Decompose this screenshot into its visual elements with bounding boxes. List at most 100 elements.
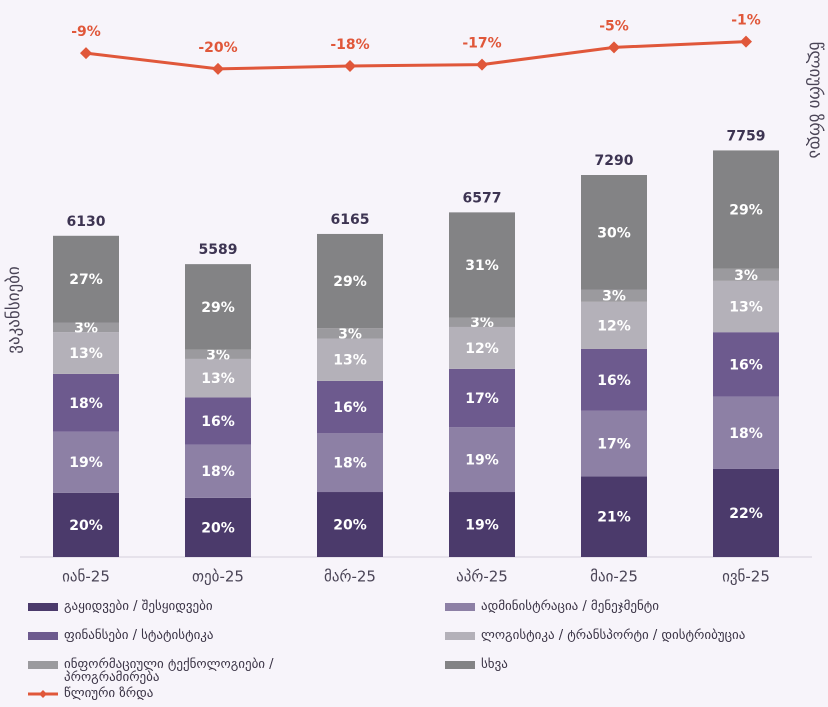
growth-marker <box>740 35 752 48</box>
bar-segment <box>713 396 779 469</box>
y2-axis-title: წლიური ზრდა <box>805 42 825 159</box>
segment-label: 16% <box>729 357 763 373</box>
bar-segment <box>449 326 515 369</box>
growth-label: -1% <box>731 13 761 29</box>
bar-segment <box>449 317 515 327</box>
segment-label: 3% <box>734 268 758 284</box>
legend-label: გაყიდვები / შესყიდვები <box>64 599 213 614</box>
legend-swatch <box>445 632 475 640</box>
bar-segment <box>581 476 647 557</box>
segment-label: 12% <box>465 341 499 357</box>
segment-label: 31% <box>465 258 499 274</box>
growth-marker <box>608 41 620 54</box>
legend-swatch <box>28 603 58 611</box>
growth-label: -17% <box>462 36 501 52</box>
segment-label: 30% <box>597 225 631 241</box>
segment-label: 13% <box>69 346 103 362</box>
legend-swatch <box>28 661 58 669</box>
bar-segment <box>713 268 779 281</box>
bar-segment <box>581 410 647 477</box>
bar-segment <box>185 349 251 359</box>
x-tick-label: იან-25 <box>62 568 110 586</box>
legend-item: ადმინისტრაცია / მენეჯმენტი <box>445 600 659 613</box>
growth-line <box>85 40 747 71</box>
segment-label: 16% <box>201 414 235 430</box>
growth-marker <box>344 60 356 73</box>
segment-label: 21% <box>597 510 631 526</box>
segment-label: 12% <box>597 318 631 334</box>
segment-label: 13% <box>729 300 763 316</box>
bar-segment <box>185 264 251 350</box>
segment-label: 3% <box>338 326 362 342</box>
bar-segment <box>449 212 515 318</box>
bar-segment <box>317 328 383 339</box>
legend-item: წლიური ზრდა <box>28 687 153 700</box>
segment-label: 18% <box>333 456 367 472</box>
segment-label: 22% <box>729 506 763 522</box>
segment-label: 18% <box>69 396 103 412</box>
segment-label: 16% <box>333 400 367 416</box>
segment-label: 27% <box>69 272 103 288</box>
legend-line-icon <box>28 690 58 698</box>
bar-segment <box>317 492 383 557</box>
segment-label: 16% <box>597 373 631 389</box>
segment-label: 3% <box>74 320 98 336</box>
segment-label: 19% <box>465 518 499 534</box>
legend-item: სხვა <box>445 658 508 671</box>
x-tick-label: თებ-25 <box>192 568 244 586</box>
bar-segment <box>317 233 383 329</box>
segment-label: 17% <box>465 391 499 407</box>
growth-marker <box>212 62 224 75</box>
growth-marker <box>80 47 92 60</box>
total-label: 6165 <box>331 212 370 228</box>
bar-segment <box>713 468 779 557</box>
x-tick-label: აპრ-25 <box>456 568 508 586</box>
bar-segment <box>581 348 647 411</box>
growth-label: -9% <box>71 24 101 40</box>
legend-item: გაყიდვები / შესყიდვები <box>28 600 213 613</box>
bar-segment <box>185 397 251 445</box>
growth-label: -20% <box>198 40 237 56</box>
segment-label: 18% <box>201 464 235 480</box>
x-tick-label: მაი-25 <box>590 568 638 586</box>
segment-label: 19% <box>465 453 499 469</box>
bar-segment <box>53 373 119 432</box>
bar-segment <box>53 235 119 323</box>
bar-segment <box>713 150 779 269</box>
legend-label: ფინანსები / სტატისტიკა <box>64 628 214 643</box>
bar-segment <box>449 427 515 493</box>
chart: ვაკანსიები წლიური ზრდა იან-25 20% 19% 18% 13… <box>4 13 825 586</box>
segment-label: 29% <box>201 300 235 316</box>
bar-segment <box>449 368 515 428</box>
segment-label: 20% <box>69 518 103 534</box>
bar-segment <box>53 332 119 374</box>
legend-label: წლიური ზრდა <box>64 686 154 701</box>
bar-segment <box>185 358 251 398</box>
legend-item: ლოგისტიკა / ტრანსპორტი / დისტრიბუცია <box>445 629 745 642</box>
x-tick-label: მარ-25 <box>324 568 376 586</box>
legend-swatch <box>445 661 475 669</box>
segment-label: 3% <box>206 347 230 363</box>
legend-swatch <box>28 632 58 640</box>
segment-label: 19% <box>69 455 103 471</box>
segment-label: 3% <box>470 315 494 331</box>
bar-segment <box>53 431 119 493</box>
bar-segment <box>713 280 779 333</box>
bar-segment <box>581 301 647 349</box>
bar-segment <box>581 289 647 302</box>
bar-segment <box>185 497 251 557</box>
segment-label: 13% <box>333 353 367 369</box>
legend-item: ფინანსები / სტატისტიკა <box>28 629 214 642</box>
growth-label: -18% <box>330 37 369 53</box>
legend-label: ადმინისტრაცია / მენეჯმენტი <box>481 599 660 614</box>
bar-segment <box>53 322 119 333</box>
growth-label: -5% <box>599 18 629 34</box>
bar-segment <box>317 338 383 381</box>
growth-marker <box>476 58 488 71</box>
y-axis-title: ვაკანსიები <box>4 266 24 353</box>
legend-label: ლოგისტიკა / ტრანსპორტი / დისტრიბუცია <box>481 628 746 643</box>
bar-segment <box>53 492 119 557</box>
legend-item: ინფორმაციული ტექნოლოგიები / პროგრამირება <box>28 658 354 684</box>
total-label: 7290 <box>595 153 634 169</box>
total-label: 6577 <box>463 190 502 206</box>
